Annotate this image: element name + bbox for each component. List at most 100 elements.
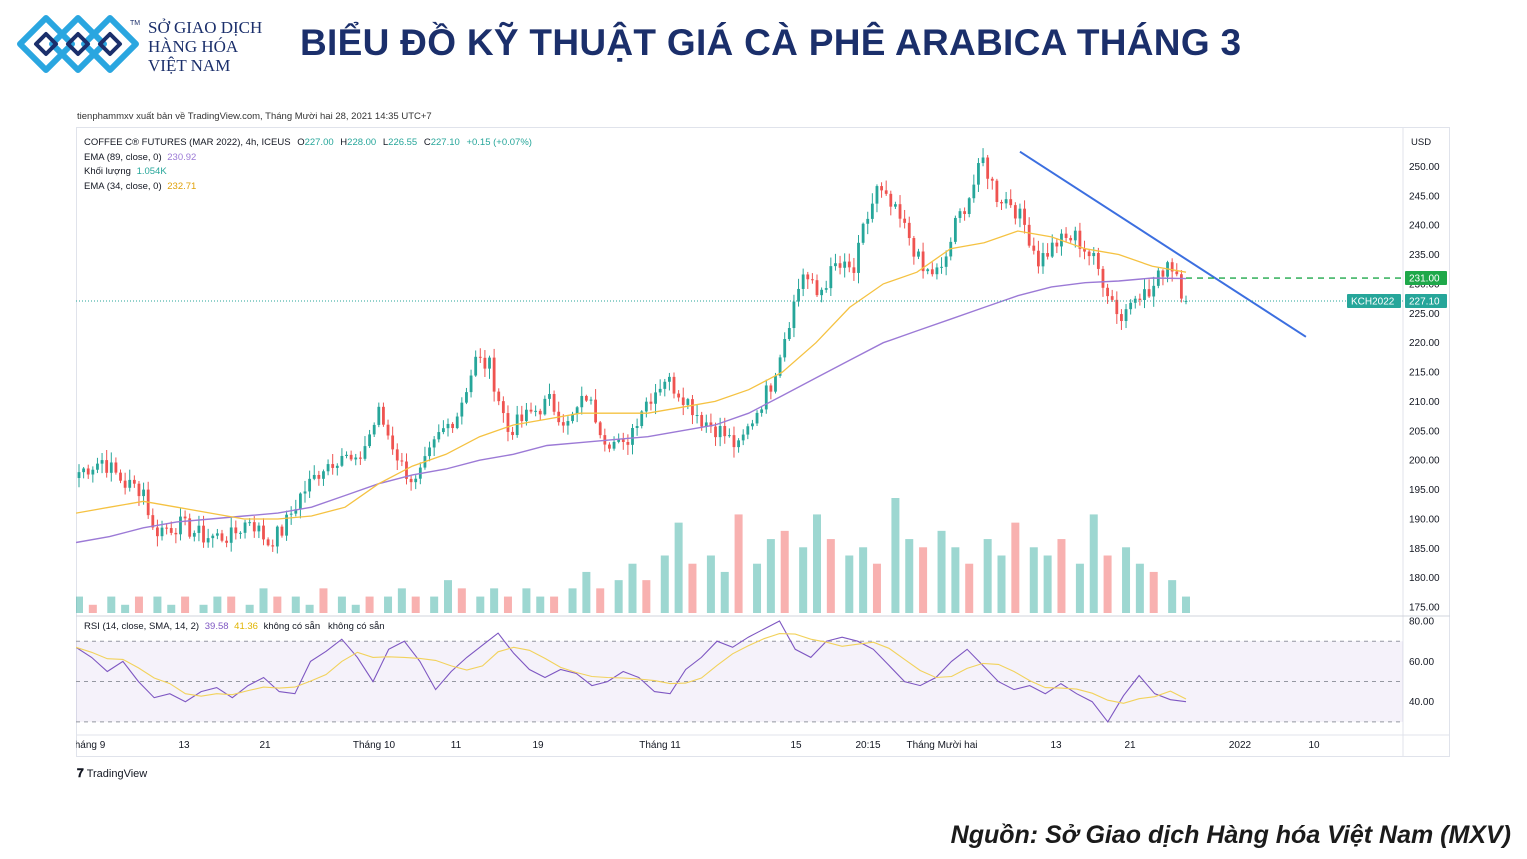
candle-body <box>1078 230 1082 249</box>
volume-bar <box>614 580 623 613</box>
volume-bar <box>688 563 697 613</box>
level-label: 231.00 <box>1409 274 1440 285</box>
candle-body <box>926 269 930 272</box>
logo-line-3: VIỆT NAM <box>148 56 231 75</box>
candle-body <box>372 424 376 435</box>
volume-bar <box>167 604 176 613</box>
candle-body <box>446 423 450 429</box>
resistance-trendline <box>1019 150 1307 338</box>
candle-body <box>631 428 634 445</box>
candle-body <box>797 288 800 302</box>
price-tick-label: 180.00 <box>1409 573 1440 584</box>
volume-bar <box>891 498 900 613</box>
candle-body <box>132 479 136 484</box>
volume-bar <box>1182 596 1190 613</box>
time-tick-label: Tháng 10 <box>353 740 396 751</box>
volume-bar <box>153 596 162 613</box>
candle-body <box>1041 253 1045 267</box>
legend-low-key: L <box>382 137 389 148</box>
volume-bar <box>457 588 466 613</box>
candle-body <box>626 442 630 445</box>
price-tick-label: 190.00 <box>1409 514 1440 525</box>
price-chart[interactable]: 175.00 180.00 185.00 190.00 195.00 200.00 205.… <box>76 127 1450 757</box>
candle-body <box>455 416 459 429</box>
volume-bar <box>628 563 637 613</box>
time-tick-label: Tháng 11 <box>639 740 681 751</box>
candle-body <box>654 392 657 404</box>
candle-body <box>465 392 468 403</box>
volume-bar <box>1029 547 1038 613</box>
candle-body <box>787 328 791 340</box>
candle-body <box>128 479 132 488</box>
candle-body <box>377 406 381 425</box>
logo-diamond-icon <box>17 15 139 73</box>
level-label-bg <box>1405 271 1447 286</box>
candle-body <box>188 518 192 537</box>
candle-body <box>958 211 962 218</box>
volume-bar <box>430 596 439 613</box>
volume-bar <box>550 596 559 613</box>
rsi-tick-label: 80.00 <box>1409 617 1434 628</box>
candle-body <box>1143 289 1146 301</box>
candle-body <box>428 447 431 457</box>
volume-bar <box>1135 563 1144 613</box>
candle-body <box>354 457 358 460</box>
candle-body <box>1101 268 1105 288</box>
candle-body <box>727 435 731 437</box>
candle-body <box>451 423 455 429</box>
candle-body <box>414 478 418 483</box>
candle-body <box>1175 271 1179 275</box>
candle-body <box>142 489 145 497</box>
candle-body <box>322 471 325 479</box>
volume-bar <box>642 580 651 613</box>
candle-body <box>151 515 155 528</box>
legend-high: 228.00 <box>347 137 377 148</box>
volume-bar <box>1057 539 1066 613</box>
publish-info: tienphammxv xuất bản về TradingView.com,… <box>77 111 432 122</box>
volume-bar <box>490 588 499 613</box>
candle-body <box>1073 230 1077 241</box>
logo-line-2: HÀNG HÓA <box>148 37 239 56</box>
price-tick-label: 250.00 <box>1409 162 1440 173</box>
candle-body <box>810 279 814 281</box>
candle-body <box>534 410 538 412</box>
candle-body <box>1032 245 1036 251</box>
candle-body <box>700 415 704 427</box>
legend-symbol-row: COFFEE C® FUTURES (MAR 2022), 4h, ICEUS … <box>84 136 532 151</box>
candle-body <box>382 406 385 425</box>
volume-bar <box>965 563 974 613</box>
volume-bar <box>476 596 485 613</box>
candle-body <box>718 426 722 438</box>
candle-body <box>709 422 713 427</box>
volume-bar <box>291 596 300 613</box>
legend-high-key: H <box>340 137 348 148</box>
candle-body <box>358 457 362 459</box>
candle-body <box>248 522 252 524</box>
candle-body <box>243 522 247 533</box>
candle-body <box>340 455 344 466</box>
candle-body <box>875 186 879 204</box>
candle-body <box>981 157 985 164</box>
volume-bar <box>1103 555 1112 613</box>
legend-ema89-row: EMA (89, close, 0) 230.92 <box>84 151 532 166</box>
candle-body <box>100 460 104 464</box>
candle-body <box>930 269 934 275</box>
time-tick-label: Tháng Mười hai <box>906 740 977 751</box>
volume-bar <box>305 604 314 613</box>
legend-open-key: O <box>297 137 305 148</box>
candle-body <box>663 381 667 389</box>
candle-body <box>395 449 399 461</box>
candle-body <box>935 267 939 275</box>
logo-trademark: TM <box>130 20 141 27</box>
candle-body <box>815 280 819 296</box>
volume-bar <box>351 604 360 613</box>
tradingview-logo[interactable]: 𝟕 TradingView <box>77 766 147 781</box>
candle-body <box>852 267 856 273</box>
candle-body <box>552 393 556 412</box>
candle-body <box>778 357 782 376</box>
legend-volume-value: 1.054K <box>136 166 167 177</box>
candle-body <box>483 357 487 369</box>
candle-body <box>829 266 833 289</box>
volume-bar <box>76 596 83 613</box>
candle-body <box>1092 252 1096 257</box>
